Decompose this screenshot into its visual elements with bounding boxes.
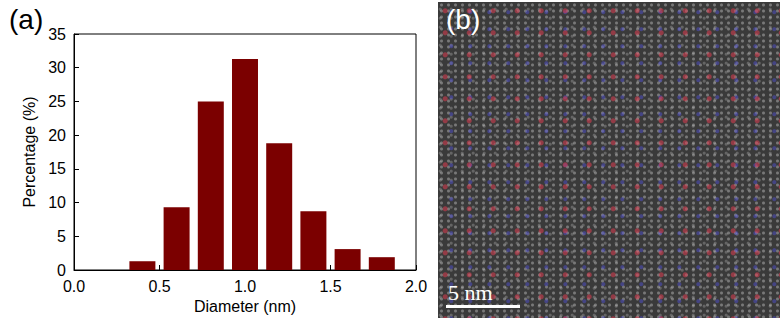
svg-text:1.0: 1.0 (234, 278, 256, 295)
svg-text:25: 25 (48, 93, 66, 110)
svg-text:5: 5 (57, 228, 66, 245)
html-text:(b): (b) (446, 4, 481, 35)
svg-text:15: 15 (48, 160, 66, 177)
svg-text:(a): (a) (9, 4, 43, 35)
svg-text:10: 10 (48, 194, 66, 211)
svg-text:1.5: 1.5 (319, 278, 341, 295)
svg-text:0: 0 (57, 262, 66, 279)
svg-text:Diameter (nm): Diameter (nm) (194, 298, 296, 315)
svg-text:Percentage (%): Percentage (%) (21, 96, 38, 207)
svg-text:30: 30 (48, 59, 66, 76)
svg-text:35: 35 (48, 26, 66, 43)
svg-text:0.0: 0.0 (63, 278, 85, 295)
svg-text:20: 20 (48, 127, 66, 144)
html-text:5 nm: 5 nm (448, 280, 493, 305)
svg-text:2.0: 2.0 (405, 278, 427, 295)
svg-text:0.5: 0.5 (148, 278, 170, 295)
